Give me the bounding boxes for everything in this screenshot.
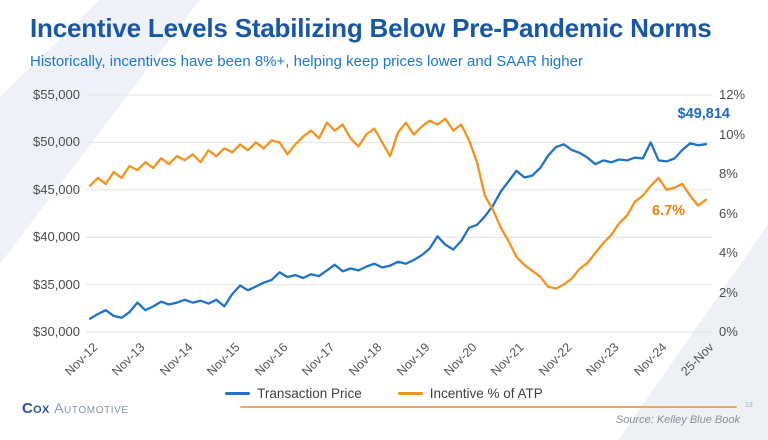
y2-axis-tick-label: 2%	[719, 284, 738, 300]
legend-item-incentive-pct: Incentive % of ATP	[397, 386, 543, 401]
series-line-transaction-price	[88, 141, 708, 320]
page-title: Incentive Levels Stabilizing Below Pre-P…	[30, 13, 712, 43]
incentive-pct-line-swatch-icon	[397, 391, 423, 396]
y2-axis-tick-label: 10%	[719, 126, 746, 142]
y2-axis-tick-label: 8%	[719, 166, 738, 181]
source-credit: Source: Kelley Blue Book	[615, 414, 740, 426]
y-axis-tick-label: $55,000	[33, 87, 80, 102]
logo-cox-text: Cox	[22, 400, 50, 417]
legend-item-transaction-price: Transaction Price	[225, 386, 362, 401]
y-axis-tick-label: $40,000	[33, 229, 80, 245]
y2-axis-tick-label: 12%	[719, 87, 746, 102]
y-axis-tick-label: $35,000	[33, 276, 80, 292]
y2-axis-tick-label: 6%	[719, 205, 738, 221]
footer-divider-rule	[240, 406, 737, 408]
legend-label: Transaction Price	[257, 386, 362, 401]
cox-automotive-logo: Cox Automotive	[22, 400, 129, 418]
incentive-pct-data-label: 6.7%	[652, 203, 686, 219]
legend-label: Incentive % of ATP	[429, 386, 543, 401]
transaction-price-line-swatch-icon	[225, 391, 251, 396]
y2-axis-tick-label: 4%	[719, 245, 738, 260]
y2-axis-tick-label: 0%	[719, 324, 738, 339]
page-number: 13	[745, 402, 753, 409]
series-line-incentive-of-atp	[88, 117, 708, 290]
y-axis-tick-label: $30,000	[33, 324, 80, 339]
y-axis-tick-label: $50,000	[33, 134, 80, 150]
chart-legend: Transaction Price Incentive % of ATP	[0, 386, 768, 401]
transaction-price-data-label: $49,814	[677, 106, 730, 122]
page-subtitle: Historically, incentives have been 8%+, …	[30, 53, 583, 70]
logo-automotive-text: Automotive	[54, 400, 129, 416]
y-axis-tick-label: $45,000	[33, 181, 80, 197]
